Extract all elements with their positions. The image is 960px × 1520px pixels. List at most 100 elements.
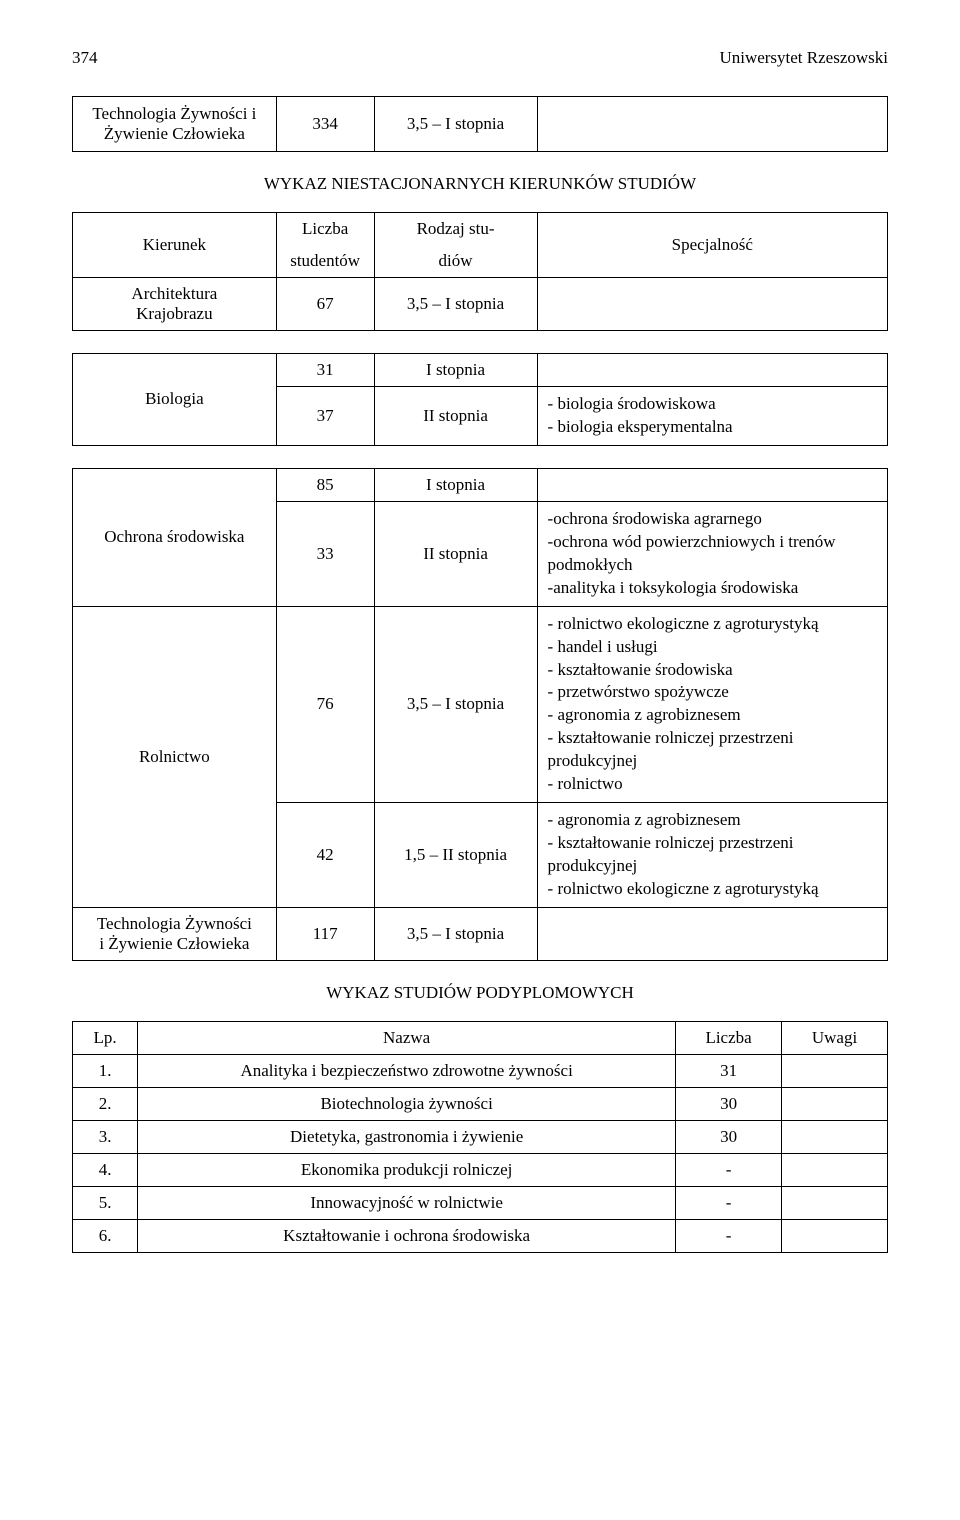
table-row: 5. Innowacyjność w rolnictwie - (73, 1186, 888, 1219)
table-row: 2. Biotechnologia żywności 30 (73, 1087, 888, 1120)
table-row: Biologia 31 I stopnia (73, 354, 888, 387)
page-header: 374 Uniwersytet Rzeszowski (72, 48, 888, 68)
bio-r2-degree: II stopnia (374, 387, 537, 446)
section-heading-podyplomowe: WYKAZ STUDIÓW PODYPLOMOWYCH (72, 983, 888, 1003)
tech-spec (537, 907, 887, 960)
arch-spec (537, 278, 887, 331)
pod-notes (782, 1153, 888, 1186)
bio-spec-l1: - biologia środowiskowa (548, 394, 716, 413)
tech-label-l2: i Żywienie Człowieka (99, 934, 249, 953)
ochrona-r2-spec: -ochrona środowiska agrarnego -ochrona w… (537, 501, 887, 606)
pod-count: - (676, 1186, 782, 1219)
pod-notes (782, 1054, 888, 1087)
col-rodzaj-l1: Rodzaj stu- (374, 213, 537, 246)
arch-label-l1: Architektura (131, 284, 217, 303)
arch-degree: 3,5 – I stopnia (374, 278, 537, 331)
ochrona-r1-count: 85 (276, 468, 374, 501)
rol-r1-degree: 3,5 – I stopnia (374, 606, 537, 803)
rol-r1-spec-l5: - agronomia z agrobiznesem (548, 705, 741, 724)
pod-notes (782, 1120, 888, 1153)
pod-name: Innowacyjność w rolnictwie (138, 1186, 676, 1219)
arch-label: Architektura Krajobrazu (73, 278, 277, 331)
table-podyplomowe: Lp. Nazwa Liczba Uwagi 1. Analityka i be… (72, 1021, 888, 1253)
pod-name: Dietetyka, gastronomia i żywienie (138, 1120, 676, 1153)
pod-col-uwagi: Uwagi (782, 1021, 888, 1054)
pod-count: - (676, 1219, 782, 1252)
pod-count: 30 (676, 1120, 782, 1153)
col-liczba-l1: Liczba (276, 213, 374, 246)
program-degree: 3,5 – I stopnia (374, 97, 537, 152)
rol-r1-spec-l4: - przetwórstwo spożywcze (548, 682, 729, 701)
rol-label: Rolnictwo (73, 606, 277, 907)
pod-notes (782, 1219, 888, 1252)
pod-name: Biotechnologia żywności (138, 1087, 676, 1120)
section-heading-kierunki: WYKAZ NIESTACJONARNYCH KIERUNKÓW STUDIÓW (72, 174, 888, 194)
bio-r1-spec (537, 354, 887, 387)
bio-r2-count: 37 (276, 387, 374, 446)
page-number: 374 (72, 48, 98, 68)
tech-count: 117 (276, 907, 374, 960)
tech-degree: 3,5 – I stopnia (374, 907, 537, 960)
table-kierunki-header: Kierunek Liczba Rodzaj stu- Specjalność … (72, 212, 888, 331)
col-rodzaj-l2: diów (374, 245, 537, 278)
pod-no: 2. (73, 1087, 138, 1120)
col-liczba-l2: studentów (276, 245, 374, 278)
bio-r1-count: 31 (276, 354, 374, 387)
pod-col-nazwa: Nazwa (138, 1021, 676, 1054)
rol-r2-degree: 1,5 – II stopnia (374, 803, 537, 908)
bio-spec-l2: - biologia eksperymentalna (548, 417, 733, 436)
table-row: Rolnictwo 76 3,5 – I stopnia - rolnictwo… (73, 606, 888, 803)
bio-r1-degree: I stopnia (374, 354, 537, 387)
pod-name: Ekonomika produkcji rolniczej (138, 1153, 676, 1186)
ochrona-spec-l2: -ochrona wód powierzchniowych i trenów p… (548, 532, 836, 574)
rol-r1-count: 76 (276, 606, 374, 803)
rol-r1-spec-l3: - kształtowanie środowiska (548, 660, 733, 679)
table-row: 4. Ekonomika produkcji rolniczej - (73, 1153, 888, 1186)
rol-r2-spec: - agronomia z agrobiznesem - kształtowan… (537, 803, 887, 908)
col-spec: Specjalność (537, 213, 887, 278)
rol-r1-spec-l6: - kształtowanie rolniczej przestrzeni pr… (548, 728, 794, 770)
pod-count: - (676, 1153, 782, 1186)
table-biologia: Biologia 31 I stopnia 37 II stopnia - bi… (72, 353, 888, 446)
table-row: 6. Kształtowanie i ochrona środowiska - (73, 1219, 888, 1252)
pod-name: Analityka i bezpieczeństwo zdrowotne żyw… (138, 1054, 676, 1087)
pod-col-lp: Lp. (73, 1021, 138, 1054)
program-label: Technologia Żywności i Żywienie Człowiek… (73, 97, 277, 152)
bio-label: Biologia (73, 354, 277, 446)
header-title: Uniwersytet Rzeszowski (719, 48, 888, 68)
rol-r2-spec-l2: - kształtowanie rolniczej przestrzeni pr… (548, 833, 794, 875)
ochrona-r2-degree: II stopnia (374, 501, 537, 606)
table-row: Kierunek Liczba Rodzaj stu- Specjalność (73, 213, 888, 246)
rol-r2-count: 42 (276, 803, 374, 908)
table-row: Architektura Krajobrazu 67 3,5 – I stopn… (73, 278, 888, 331)
rol-r1-spec-l2: - handel i usługi (548, 637, 658, 656)
arch-label-l2: Krajobrazu (136, 304, 212, 323)
table-row: Ochrona środowiska 85 I stopnia (73, 468, 888, 501)
pod-notes (782, 1087, 888, 1120)
program-count: 334 (276, 97, 374, 152)
ochrona-label: Ochrona środowiska (73, 468, 277, 606)
table-ochrona-rolnictwo-tech: Ochrona środowiska 85 I stopnia 33 II st… (72, 468, 888, 961)
rol-r1-spec-l7: - rolnictwo (548, 774, 623, 793)
rol-r2-spec-l3: - rolnictwo ekologiczne z agroturystyką (548, 879, 819, 898)
table-row: 3. Dietetyka, gastronomia i żywienie 30 (73, 1120, 888, 1153)
ochrona-r1-spec (537, 468, 887, 501)
pod-count: 30 (676, 1087, 782, 1120)
pod-name: Kształtowanie i ochrona środowiska (138, 1219, 676, 1252)
pod-col-liczba: Liczba (676, 1021, 782, 1054)
pod-no: 4. (73, 1153, 138, 1186)
col-kierunek: Kierunek (73, 213, 277, 278)
bio-r2-spec: - biologia środowiskowa - biologia ekspe… (537, 387, 887, 446)
ochrona-spec-l1: -ochrona środowiska agrarnego (548, 509, 762, 528)
table-row: 1. Analityka i bezpieczeństwo zdrowotne … (73, 1054, 888, 1087)
program-spec (537, 97, 887, 152)
pod-notes (782, 1186, 888, 1219)
rol-r2-spec-l1: - agronomia z agrobiznesem (548, 810, 741, 829)
pod-no: 3. (73, 1120, 138, 1153)
arch-count: 67 (276, 278, 374, 331)
pod-no: 1. (73, 1054, 138, 1087)
ochrona-r2-count: 33 (276, 501, 374, 606)
rol-r1-spec: - rolnictwo ekologiczne z agroturystyką … (537, 606, 887, 803)
rol-r1-spec-l1: - rolnictwo ekologiczne z agroturystyką (548, 614, 819, 633)
pod-no: 6. (73, 1219, 138, 1252)
